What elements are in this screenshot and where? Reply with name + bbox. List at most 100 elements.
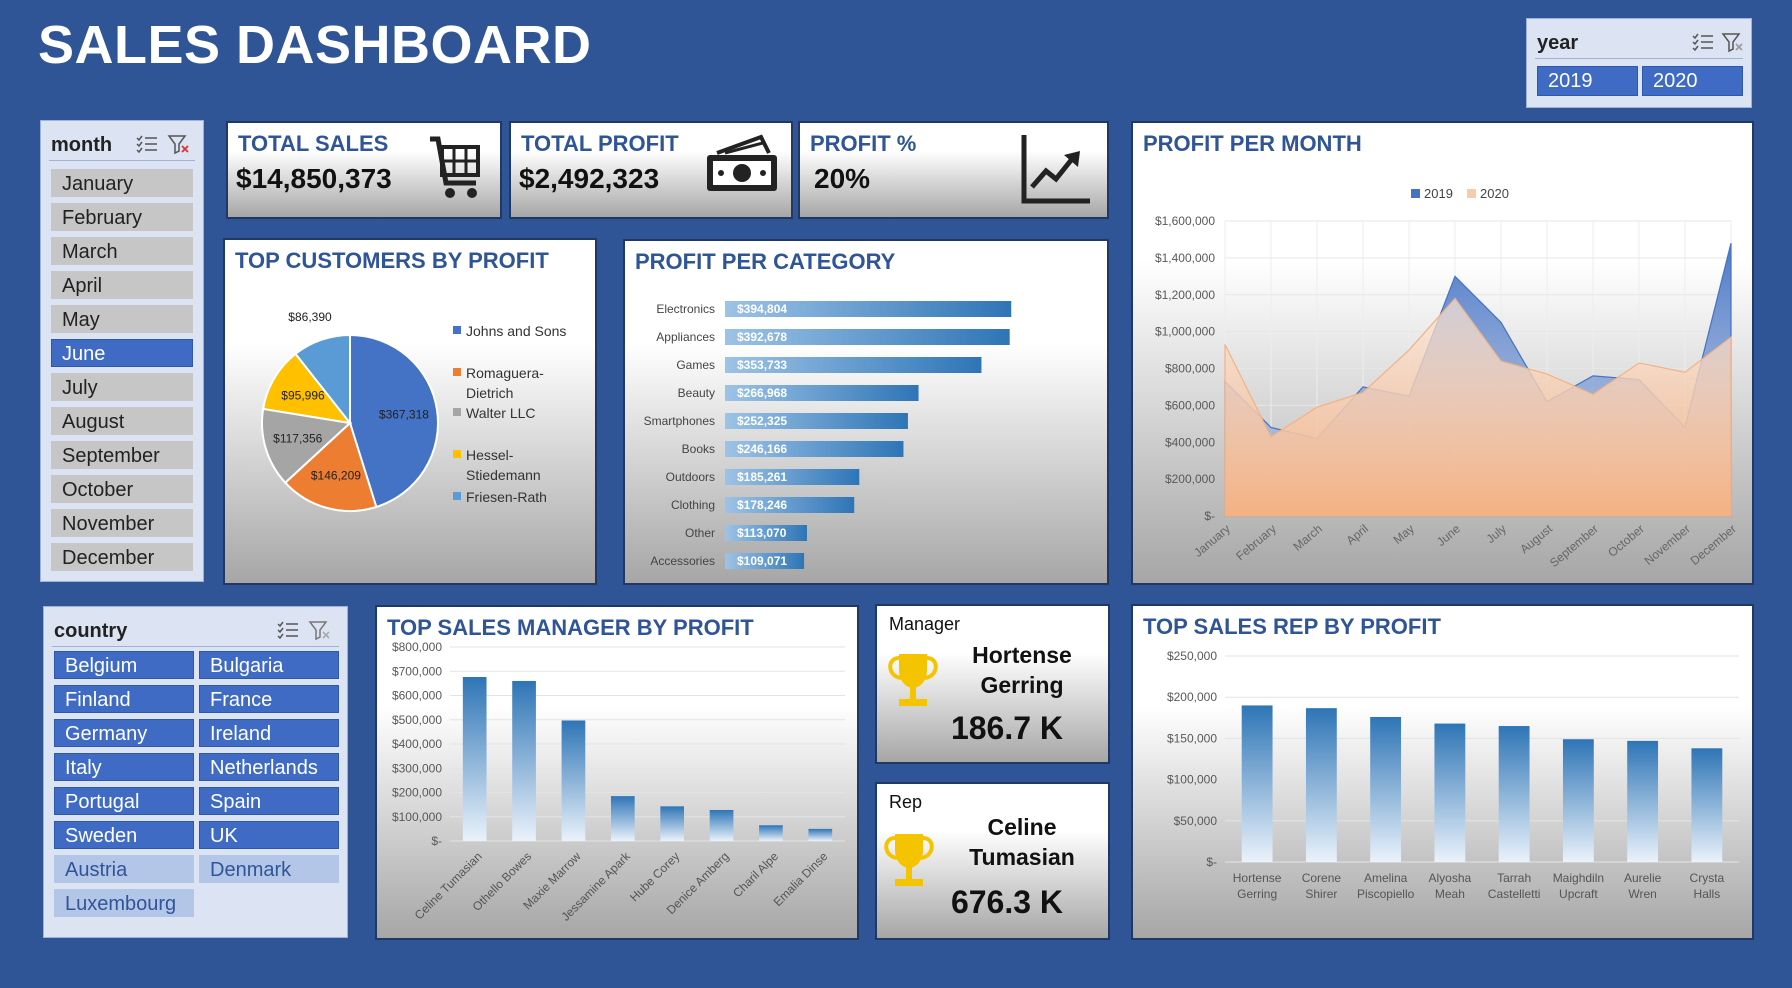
multi-select-icon[interactable]: [135, 133, 159, 155]
bar-alyosha-meah[interactable]: [1434, 723, 1466, 862]
bar-denice-amberg[interactable]: [709, 809, 734, 841]
month-option-november[interactable]: November: [51, 509, 193, 537]
category-bar-accessories[interactable]: [725, 553, 805, 569]
x-tick-label: Shirer: [1305, 887, 1337, 901]
country-option-germany[interactable]: Germany: [54, 719, 194, 747]
pie-slice-friesen-rath[interactable]: [294, 333, 351, 426]
category-value-label: $178,246: [737, 498, 787, 512]
top-sales-rep-card: TOP SALES REP BY PROFIT $- $50,000 $100,00…: [1131, 604, 1754, 940]
shopping-cart-icon: [430, 136, 480, 198]
month-option-december[interactable]: December: [51, 543, 193, 571]
top-sales-manager-card: TOP SALES MANAGER BY PROFIT $- $100,000 $2…: [375, 605, 859, 940]
country-option-denmark[interactable]: Denmark: [199, 855, 339, 883]
category-label: Books: [682, 442, 715, 456]
bar-maighdiln-upcraft[interactable]: [1562, 739, 1594, 862]
money-icon: [707, 134, 777, 191]
pie-slice-hessel-stiedemann[interactable]: [261, 352, 353, 425]
total-profit-label: TOTAL PROFIT: [521, 131, 679, 156]
country-option-uk[interactable]: UK: [199, 821, 339, 849]
profit-per-month-card: PROFIT PER MONTH $- $200,000 $400,000 $600,…: [1131, 121, 1754, 585]
country-option-bulgaria[interactable]: Bulgaria: [199, 651, 339, 679]
category-label: Outdoors: [666, 470, 715, 484]
month-option-march[interactable]: March: [51, 237, 193, 265]
clear-filter-icon[interactable]: [1721, 31, 1745, 53]
category-value-label: $266,968: [737, 386, 787, 400]
top-manager-card: Manager Hortense Gerring 186.7 K: [875, 604, 1110, 764]
month-option-september[interactable]: September: [51, 441, 193, 469]
category-bar-clothing[interactable]: [725, 497, 855, 513]
x-tick-label: Aurelie: [1624, 871, 1662, 885]
country-option-spain[interactable]: Spain: [199, 787, 339, 815]
pie-slice-romaguera-dietrich[interactable]: [283, 421, 378, 512]
pie-slice-walter-llc[interactable]: [261, 407, 353, 485]
bar-charil-alpe[interactable]: [759, 825, 783, 841]
country-option-belgium[interactable]: Belgium: [54, 651, 194, 679]
month-option-june[interactable]: June: [51, 339, 193, 367]
category-bar-outdoors[interactable]: [725, 469, 860, 485]
category-bar-smartphones[interactable]: [725, 413, 908, 429]
bar-hortense-gerring[interactable]: [1241, 705, 1273, 862]
month-option-february[interactable]: February: [51, 203, 193, 231]
bar-emalia-dinse[interactable]: [808, 828, 833, 841]
bar-jessamine-apark[interactable]: [610, 796, 635, 841]
x-tick-label: Piscopiello: [1357, 887, 1415, 901]
month-option-october[interactable]: October: [51, 475, 193, 503]
country-option-finland[interactable]: Finland: [54, 685, 194, 713]
country-option-ireland[interactable]: Ireland: [199, 719, 339, 747]
country-slicer-header: country: [52, 613, 339, 647]
bar-celine-tumasian[interactable]: [462, 676, 487, 841]
year-option-2019[interactable]: 2019: [1537, 66, 1638, 96]
x-tick-label: Gerring: [1237, 887, 1277, 901]
category-bar-books[interactable]: [725, 441, 904, 457]
x-tick-label: Hortense: [1233, 871, 1282, 885]
month-option-april[interactable]: April: [51, 271, 193, 299]
pie-data-label: $117,356: [273, 432, 322, 446]
category-bar-beauty[interactable]: [725, 385, 919, 401]
y-tick-label: $400,000: [1165, 435, 1215, 449]
category-bar-appliances[interactable]: [725, 329, 1010, 345]
top-customers-pie-chart: $367,318 $146,209 $117,356 $95,996 $86,390 Jo…: [261, 310, 566, 512]
bar-amelina-piscopiello[interactable]: [1370, 716, 1402, 862]
profit-percent-value: 20%: [814, 163, 871, 194]
category-bar-other[interactable]: [725, 525, 807, 541]
x-tick-label: Maighdiln: [1553, 871, 1604, 885]
bar-aurelie-wren[interactable]: [1627, 740, 1659, 862]
multi-select-icon[interactable]: [276, 619, 300, 641]
country-option-france[interactable]: France: [199, 685, 339, 713]
category-bar-electronics[interactable]: [725, 301, 1012, 317]
profit-percent-card: PROFIT % 20%: [798, 121, 1109, 219]
bar-hube-corey[interactable]: [660, 806, 685, 841]
month-option-july[interactable]: July: [51, 373, 193, 401]
multi-select-icon[interactable]: [1691, 31, 1715, 53]
country-option-netherlands[interactable]: Netherlands: [199, 753, 339, 781]
x-tick-label: Charil Alpe: [730, 849, 781, 900]
clear-filter-icon[interactable]: [167, 133, 191, 155]
x-tick-label: November: [1642, 522, 1693, 568]
legend-label: 2019: [1424, 186, 1453, 201]
month-option-january[interactable]: January: [51, 169, 193, 197]
country-option-luxembourg[interactable]: Luxembourg: [54, 889, 194, 917]
x-tick-label: Wren: [1628, 887, 1656, 901]
year-option-2020[interactable]: 2020: [1642, 66, 1743, 96]
country-option-sweden[interactable]: Sweden: [54, 821, 194, 849]
month-option-may[interactable]: May: [51, 305, 193, 333]
bar-crysta-halls[interactable]: [1691, 748, 1723, 862]
country-option-portugal[interactable]: Portugal: [54, 787, 194, 815]
y-tick-label: $-: [1204, 509, 1215, 523]
y-tick-label: $600,000: [392, 689, 442, 703]
country-option-italy[interactable]: Italy: [54, 753, 194, 781]
area-series-2020[interactable]: [1224, 297, 1732, 517]
y-tick-label: $100,000: [392, 810, 442, 824]
bar-corene-shirer[interactable]: [1305, 708, 1337, 862]
pie-slice-johns-and-sons[interactable]: [349, 333, 439, 509]
bar-othello-bowes[interactable]: [512, 680, 536, 841]
bar-tarrah-castelletti[interactable]: [1498, 726, 1530, 862]
clear-filter-icon[interactable]: [308, 619, 332, 641]
y-tick-label: $300,000: [392, 761, 442, 775]
country-option-austria[interactable]: Austria: [54, 855, 194, 883]
category-bar-games[interactable]: [725, 357, 982, 373]
bar-maxie-marrow[interactable]: [561, 720, 586, 841]
month-option-august[interactable]: August: [51, 407, 193, 435]
category-label: Clothing: [671, 498, 715, 512]
x-tick-label: October: [1605, 522, 1647, 560]
